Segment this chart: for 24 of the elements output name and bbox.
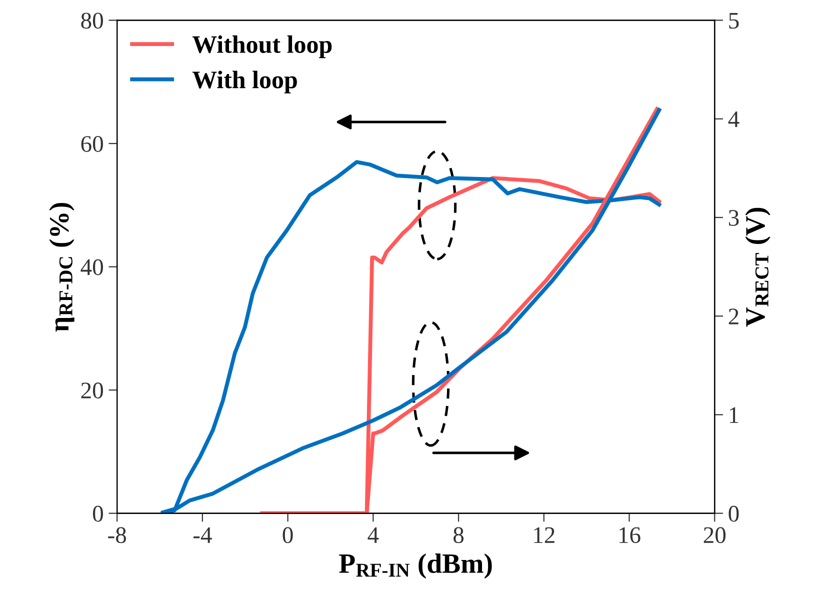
y2-tick-label: 4 — [728, 112, 740, 128]
y-tick-label: 0 — [92, 506, 103, 522]
y2-tick-label: 2 — [728, 308, 738, 324]
x-tick-label: 16 — [620, 527, 640, 544]
y2-tick-label: 5 — [729, 12, 739, 29]
y-tick-label: 20 — [81, 382, 103, 398]
y-tick-label: 60 — [81, 136, 103, 152]
x-axis-title: P$_{RF-IN}$ (dBm) — [339, 553, 492, 579]
legend-label: With loop — [192, 70, 297, 94]
legend-label: Without loop — [192, 35, 332, 58]
x-tick-label: 20 — [704, 527, 726, 544]
y2-tick-label: 0 — [728, 506, 739, 522]
x-tick-label: -4 — [193, 527, 212, 543]
y-axis-title: η$_{RF-DC}$ (%) — [49, 202, 74, 332]
x-tick-label: -8 — [108, 527, 126, 544]
y2-axis-title: V$_{RECT}$ (V) — [745, 208, 770, 327]
y2-tick-label: 1 — [730, 407, 738, 423]
x-tick-label: 4 — [368, 527, 379, 543]
x-tick-label: 12 — [534, 527, 554, 543]
x-tick-label: 8 — [454, 527, 464, 544]
y-tick-label: 40 — [80, 259, 103, 276]
y2-tick-label: 3 — [728, 210, 739, 226]
y-tick-label: 80 — [81, 12, 103, 29]
x-tick-label: 0 — [282, 527, 293, 544]
